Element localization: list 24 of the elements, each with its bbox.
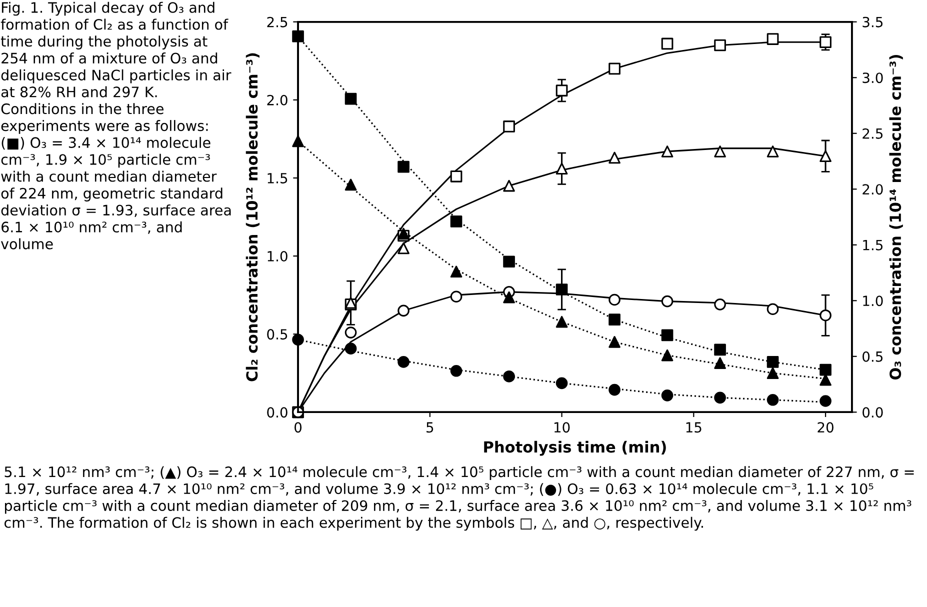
y2-tick-label: 1.0 xyxy=(863,296,883,306)
x-tick-label: 15 xyxy=(686,422,702,433)
y-tick-label: 2.5 xyxy=(267,16,288,28)
y2-tick-label: 0.0 xyxy=(862,407,883,418)
y2-axis-title: O₃ concentration (10¹⁴ molecule cm⁻³) xyxy=(889,55,903,380)
y2-tick-label: 2.5 xyxy=(862,128,883,139)
text: Fig. 1. Typical decay of O₃ and formation of Cl₂ as a function of time during the photolysis at 254 nm of a mixture of O₃ and deliquesced NaCl particles in air at 82% RH and 297 K. Conditions in the three experiments were as follows: (■) O₃ = 3.4 × 10¹⁴ molecule cm⁻³, 1.9 × 10⁵ particle cm⁻³ with a count median diameter of 224 nm, geometric standard deviation σ = 1.93, surface area 6.1 × 10¹⁰ nm² cm⁻³, and volume xyxy=(0,2,232,250)
x-axis-title: Photolysis time (min) xyxy=(484,440,666,456)
y-axis-title: Cl₂ concentration (10¹² molecule cm⁻³) xyxy=(246,53,260,382)
x-tick-label: 0 xyxy=(294,422,302,433)
y2-tick-label: 2.0 xyxy=(862,184,883,195)
y2-tick-label: 1.5 xyxy=(863,240,883,250)
y2-tick-label: 3.0 xyxy=(862,72,883,84)
x-tick-label: 5 xyxy=(426,422,434,433)
y-tick-label: 0.5 xyxy=(267,329,288,340)
text: 5.1 × 10¹² nm³ cm⁻³; (▲) O₃ = 2.4 × 10¹⁴ molecule cm⁻³, 1.4 × 10⁵ particle cm⁻³ with a count median diameter of 227 nm, σ = 1.97, surface area 4.7 × 10¹⁰ nm² cm⁻³, and volume 3.9 × 10¹² nm³ cm⁻³; (●) O₃ = 0.63 × 10¹⁴ molecule cm⁻³, 1.1 × 10⁵ particle cm⁻³ with a count median diameter of 209 nm, σ = 2.1, surface area 3.6 × 10¹⁰ nm² cm⁻³, and volume 3.1 × 10¹² nm³ cm⁻³. The formation of Cl₂ is shown in each experiment by the symbols □, △, and ○, respectively. xyxy=(4,466,914,531)
x-tick-label: 20 xyxy=(818,422,834,433)
y2-tick-label: 3.5 xyxy=(862,16,883,28)
y-tick-label: 0.0 xyxy=(267,407,288,418)
y2-tick-label: 0.5 xyxy=(862,351,883,362)
y-tick-label: 1.0 xyxy=(268,251,288,262)
y-tick-label: 2.0 xyxy=(267,94,288,106)
y-tick-label: 1.5 xyxy=(268,173,288,184)
x-tick-label: 10 xyxy=(554,422,570,433)
